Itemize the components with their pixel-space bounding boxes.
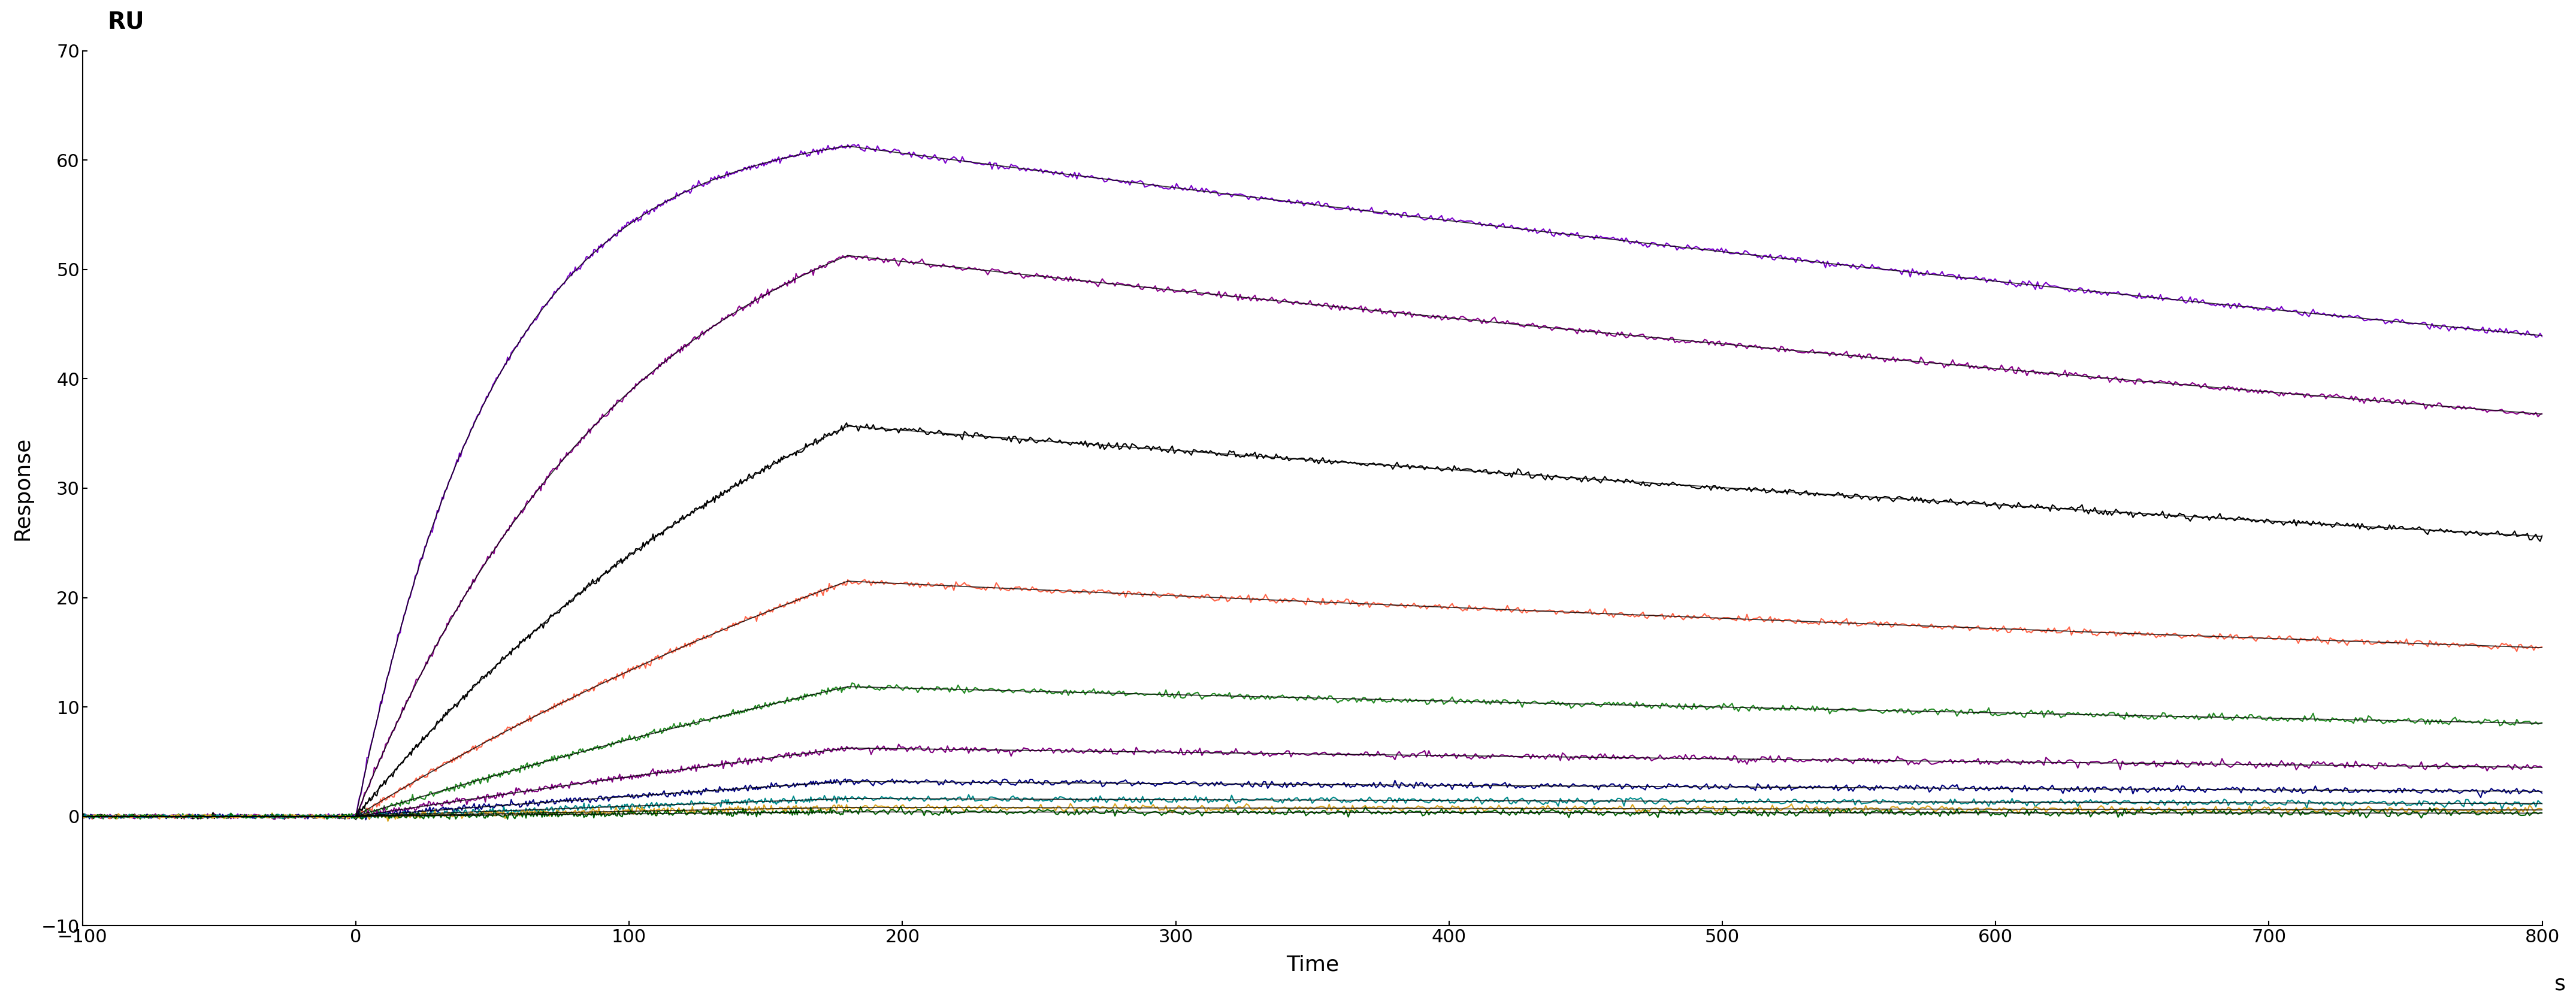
X-axis label: Time: Time: [1285, 954, 1340, 975]
Text: s: s: [2555, 974, 2566, 994]
Text: RU: RU: [108, 10, 144, 33]
Y-axis label: Response: Response: [13, 436, 33, 541]
